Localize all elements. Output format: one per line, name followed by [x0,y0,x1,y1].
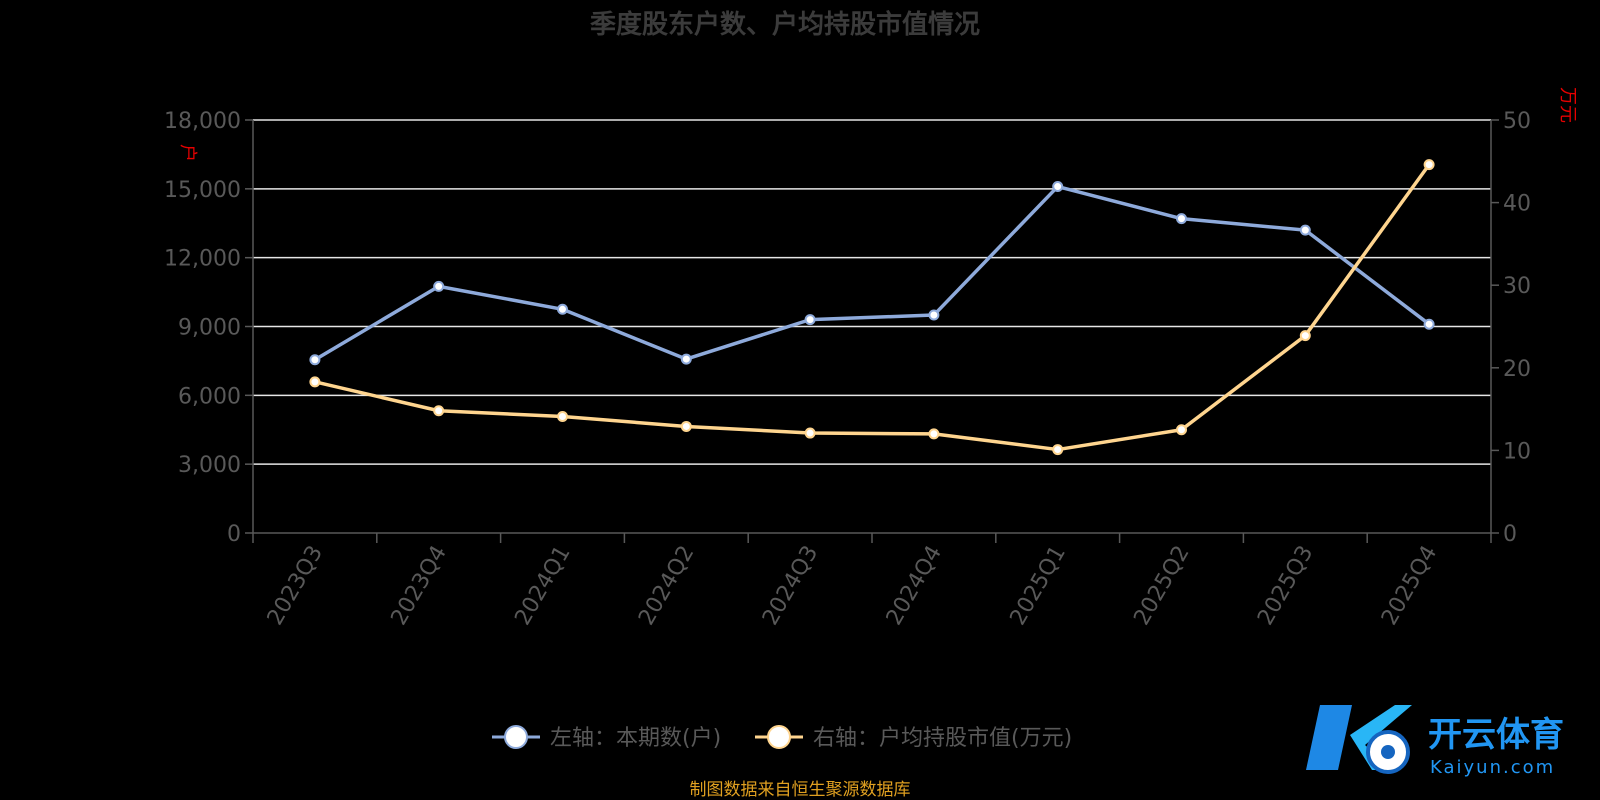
chart-title: 季度股东户数、户均持股市值情况 [590,9,980,40]
series-point-0 [1299,224,1311,236]
legend: 左轴：本期数(户) 右轴：户均持股市值(万元) [492,725,1072,751]
grid-lines [253,119,1491,465]
left-tick-label: 3,000 [178,453,241,478]
series-point-0 [309,354,321,366]
series-point-0 [557,303,568,315]
legend-item-left[interactable]: 左轴：本期数(户) [492,725,721,751]
series-lines [309,159,1435,456]
left-tick-label: 12,000 [164,247,241,272]
series-point-0 [1423,318,1435,330]
series-point-1 [557,411,568,423]
left-tick-label: 0 [227,522,241,547]
series-point-1 [680,420,692,432]
series-line-0 [314,184,1431,362]
right-axis-unit: 万元 [1557,87,1578,123]
series-point-0 [433,280,445,292]
x-tick-label: 2025Q2 [1129,542,1194,630]
x-tick-label: 2023Q3 [263,542,328,630]
x-axis: 2023Q3 2023Q4 2024Q1 2024Q2 2024Q3 2024Q4 2025… [252,533,1492,630]
x-tick-label: 2025Q3 [1253,542,1318,630]
series-point-1 [804,427,816,439]
series-point-0 [1176,213,1187,225]
series-point-1 [309,376,321,388]
x-tick-label: 2025Q4 [1377,542,1442,630]
left-axis-unit: 户 [177,144,198,162]
right-tick-label: 0 [1503,522,1517,547]
right-tick-label: 10 [1503,439,1531,464]
legend-marker-left [504,725,528,749]
x-tick-label: 2023Q4 [387,542,452,630]
left-tick-label: 18,000 [164,109,241,134]
right-tick-label: 30 [1503,274,1531,299]
right-tick-label: 50 [1503,109,1531,134]
right-tick-label: 40 [1503,192,1531,217]
series-point-0 [928,309,940,321]
x-tick-label: 2025Q1 [1006,542,1071,630]
logo-name: 开云体育 [1428,715,1564,755]
series-point-1 [1176,424,1187,436]
x-tick-label: 2024Q4 [882,542,947,630]
legend-item-right[interactable]: 右轴：户均持股市值(万元) [755,725,1072,751]
x-tick-label: 2024Q2 [634,542,699,630]
x-tick-label: 2024Q3 [758,542,823,630]
left-axis-ticks: 0 3,000 6,000 9,000 12,000 15,000 18,000 [164,109,1492,547]
series-point-1 [1423,159,1435,171]
logo: 开云体育 Kaiyun.com [1306,705,1564,778]
logo-domain: Kaiyun.com [1430,757,1555,778]
series-point-1 [928,428,940,440]
series-point-1 [1052,444,1064,456]
left-tick-label: 9,000 [178,316,241,341]
legend-marker-right [767,725,791,749]
legend-label-left: 左轴：本期数(户) [550,726,721,751]
right-axis-ticks: 0 10 20 30 40 50 [1491,109,1531,547]
series-point-0 [804,314,816,326]
right-tick-label: 20 [1503,357,1531,382]
series-point-0 [1052,181,1064,193]
series-point-0 [680,353,692,365]
source-note: 制图数据来自恒生聚源数据库 [690,780,911,800]
series-line-1 [314,163,1431,452]
series-point-1 [433,405,445,417]
series-point-1 [1299,330,1311,342]
left-tick-label: 6,000 [178,384,241,409]
left-tick-label: 15,000 [164,178,241,203]
legend-label-right: 右轴：户均持股市值(万元) [813,726,1072,751]
x-tick-label: 2024Q1 [510,542,575,630]
